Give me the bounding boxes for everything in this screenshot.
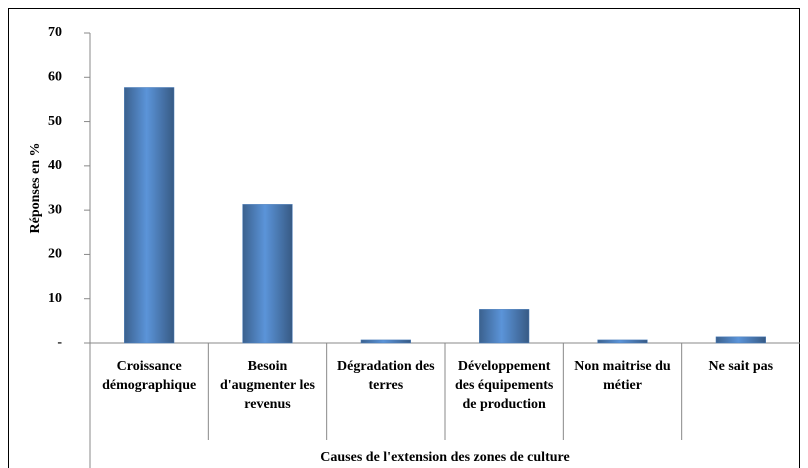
- y-tick-label: 10: [48, 291, 62, 306]
- y-tick-label: 70: [48, 25, 62, 40]
- x-tick-label: Besoin d'augmenter les revenus: [219, 359, 315, 412]
- frame: [8, 8, 800, 468]
- x-tick-label: Développement des équipements de product…: [454, 359, 554, 412]
- x-tick-label: Non maitrise du métier: [574, 359, 671, 393]
- bar: [242, 204, 293, 344]
- y-axis-label: Réponses en %: [28, 142, 43, 233]
- x-tick-label: Croissance démographique: [102, 359, 197, 393]
- y-tick-label: 40: [48, 158, 62, 173]
- x-tick-label: Dégradation des terres: [337, 359, 435, 393]
- bar: [124, 87, 175, 344]
- y-tick-label: 30: [48, 202, 62, 217]
- bar: [479, 309, 530, 344]
- y-tick-label: 50: [48, 114, 62, 129]
- x-tick-label: Ne sait pas: [708, 359, 774, 374]
- bar: [360, 339, 411, 344]
- y-tick-label: 60: [48, 70, 62, 85]
- bar: [597, 339, 648, 344]
- x-axis-label: Causes de l'extension des zones de cultu…: [320, 450, 569, 465]
- y-tick-label: 20: [48, 247, 62, 262]
- bar: [715, 336, 766, 344]
- y-tick-label: -: [57, 335, 62, 350]
